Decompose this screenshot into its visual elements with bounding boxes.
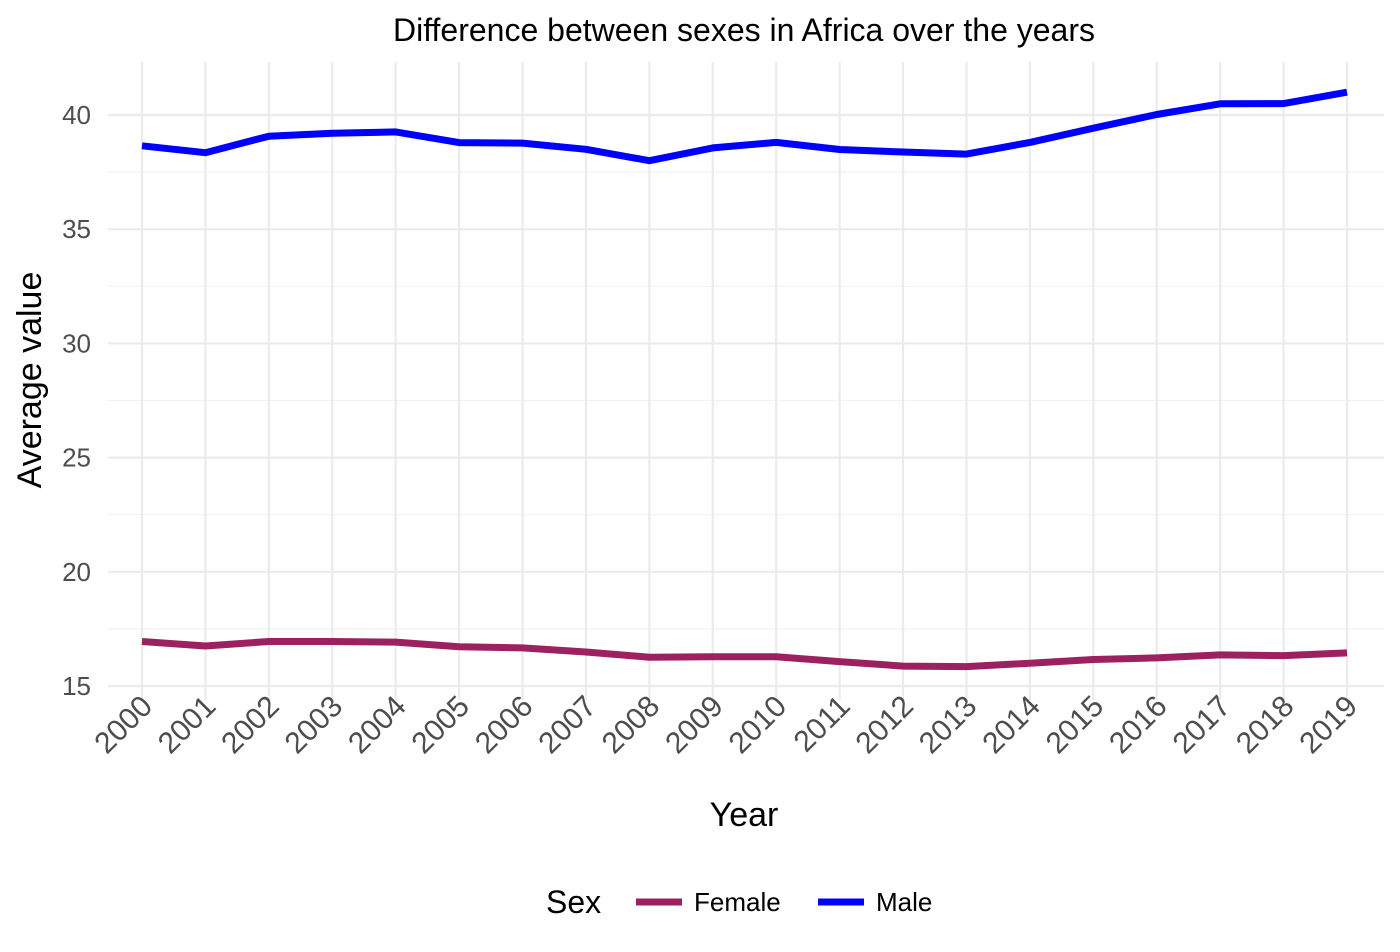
legend-title: Sex — [546, 884, 601, 920]
series-lines — [141, 88, 1348, 671]
x-tick-label: 2015 — [1040, 690, 1111, 761]
x-tick-label: 2017 — [1167, 690, 1238, 761]
y-tick-label: 40 — [62, 100, 91, 130]
x-tick-label: 2012 — [849, 690, 920, 761]
y-tick-label: 25 — [62, 443, 91, 473]
x-tick-label: 2008 — [596, 690, 667, 761]
x-axis-ticks: 2000200120022003200420052006200720082009… — [88, 690, 1364, 761]
x-tick-label: 2007 — [532, 690, 603, 761]
x-tick-label: 2011 — [788, 690, 857, 759]
x-tick-label: 2019 — [1293, 690, 1364, 761]
y-tick-label: 20 — [62, 557, 91, 587]
legend: Sex Female Male — [546, 884, 932, 920]
x-tick-label: 2014 — [976, 690, 1047, 761]
x-tick-label: 2010 — [723, 690, 794, 761]
series-line-male — [141, 88, 1348, 165]
y-tick-label: 30 — [62, 328, 91, 358]
x-axis-title: Year — [710, 796, 779, 834]
x-tick-label: 2005 — [406, 690, 477, 761]
x-tick-label: 2016 — [1103, 690, 1174, 761]
x-tick-label: 2004 — [342, 690, 413, 761]
x-tick-label: 2001 — [152, 690, 223, 761]
x-tick-label: 2009 — [659, 690, 730, 761]
y-tick-label: 15 — [62, 671, 91, 701]
x-tick-label: 2006 — [469, 690, 540, 761]
x-tick-label: 2002 — [215, 690, 286, 761]
grid — [108, 62, 1384, 700]
x-tick-label: 2000 — [88, 690, 159, 761]
series-line-female — [141, 638, 1348, 671]
y-axis-title: Average value — [11, 272, 49, 489]
legend-label-male: Male — [876, 887, 932, 917]
chart-title: Difference between sexes in Africa over … — [393, 12, 1095, 48]
y-axis-ticks: 15 20 25 30 35 40 — [62, 100, 91, 701]
x-tick-label: 2013 — [913, 690, 984, 761]
x-tick-label: 2003 — [279, 690, 350, 761]
x-tick-label: 2018 — [1230, 690, 1301, 761]
legend-label-female: Female — [694, 887, 781, 917]
y-tick-label: 35 — [62, 214, 91, 244]
